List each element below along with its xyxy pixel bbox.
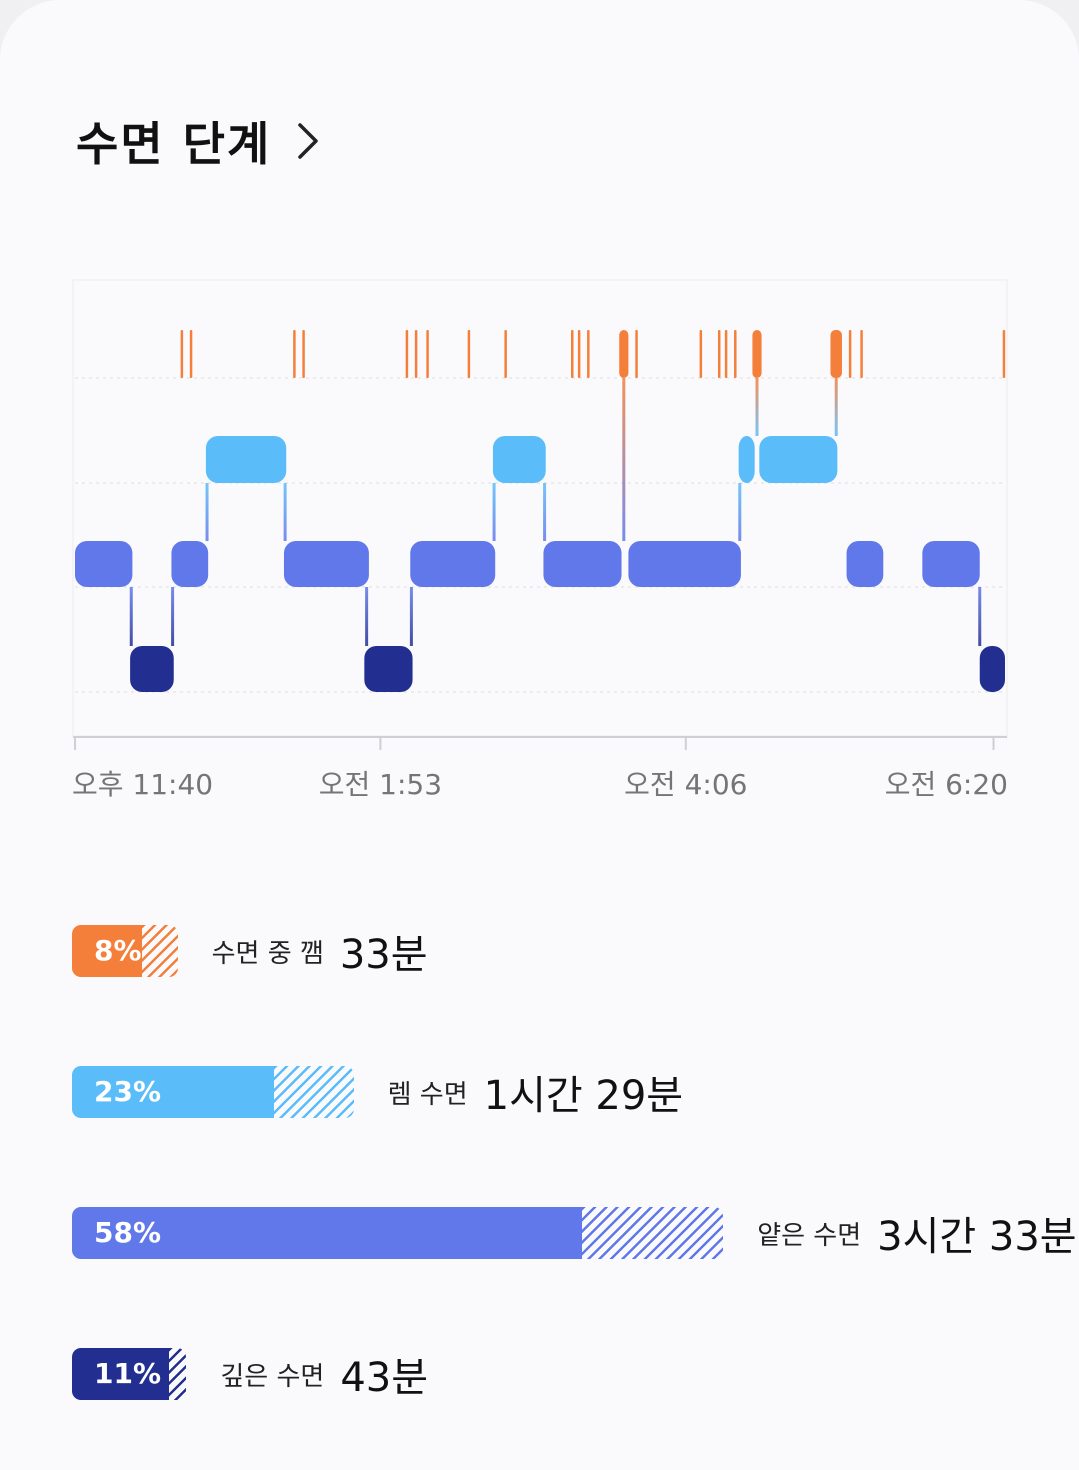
stage-segment-light [171, 541, 209, 587]
legend-stage-duration: 3시간 33분 [877, 1214, 1077, 1260]
legend-bar-fill [72, 1066, 275, 1118]
legend-percent: 8% [94, 934, 142, 967]
plot-frame [72, 279, 1008, 737]
legend-stage-duration: 33분 [339, 932, 428, 978]
stage-transition [365, 587, 369, 646]
awake-event-mark [699, 330, 703, 378]
stage-segment-rem [205, 436, 287, 483]
awake-transition [834, 378, 838, 436]
awake-event-mark [577, 330, 581, 378]
stage-segment-light [628, 541, 741, 587]
stage-segments [75, 436, 1005, 692]
stage-transition [283, 483, 287, 541]
legend-bar-hatch [274, 1066, 354, 1118]
awake-event-mark [180, 330, 184, 378]
legend-percent: 58% [94, 1216, 162, 1249]
awake-event-mark [619, 330, 629, 378]
legend-item-deep: 11% 깊은 수면 43분 [72, 1347, 428, 1401]
awake-event-mark [724, 330, 728, 378]
awake-event-mark [189, 330, 193, 378]
legend-bar-fill [72, 1207, 583, 1259]
awake-event-mark [734, 330, 737, 378]
stage-transition [738, 483, 742, 541]
awake-event-mark [717, 330, 721, 378]
awake-event-mark [587, 330, 590, 378]
legend-stage-label: 얕은 수면 [757, 1220, 862, 1251]
awake-event-mark [504, 330, 507, 378]
x-tick-label: 오전 6:20 [885, 768, 1008, 801]
legend-bar-awake: 8% [72, 925, 178, 977]
legend-item-light: 58% 얕은 수면 3시간 33분 [72, 1206, 1077, 1260]
legend-stage-label: 수면 중 깸 [211, 938, 324, 969]
x-tick-label: 오전 1:53 [319, 768, 442, 801]
stage-segment-rem [759, 436, 838, 483]
stage-transition [409, 587, 413, 646]
stage-segment-light [283, 541, 369, 587]
stage-segment-rem [738, 436, 755, 483]
legend-bar-deep: 11% [72, 1348, 187, 1400]
legend-bar-fill [72, 925, 143, 977]
legend-stage-label: 깊은 수면 [220, 1361, 325, 1392]
legend-bar-hatch [168, 1348, 187, 1400]
awake-transition [755, 378, 759, 436]
stage-transitions [129, 483, 982, 646]
stage-segment-light [410, 541, 496, 587]
awake-event-mark [1002, 330, 1006, 378]
legend-stage-duration: 1시간 29분 [483, 1073, 684, 1119]
x-tick-label: 오전 4:06 [624, 768, 747, 801]
legend-bar-rem: 23% [72, 1066, 354, 1118]
awake-event-mark [830, 330, 842, 378]
awake-event-mark [467, 330, 471, 378]
x-tick-label: 오후 11:40 [72, 768, 213, 801]
chart-grid [72, 279, 1008, 737]
stage-transition [171, 587, 175, 646]
legend-bar-hatch [142, 925, 178, 977]
stage-segment-deep [979, 646, 1005, 692]
stage-segment-light [922, 541, 980, 587]
legend-bar-fill [72, 1348, 169, 1400]
stage-transition [129, 587, 133, 646]
legend-stage-label: 렘 수면 [387, 1079, 468, 1110]
card-title: 수면 단계 [76, 117, 272, 171]
awake-transition [622, 378, 626, 541]
awake-event-mark [426, 330, 429, 378]
stage-segment-deep [130, 646, 174, 692]
awake-event-mark [414, 330, 418, 378]
chevron-right-icon [297, 122, 319, 160]
awake-event-mark [293, 330, 296, 378]
awake-event-mark [752, 330, 762, 378]
stage-transition [492, 483, 496, 541]
stage-segment-rem [492, 436, 546, 483]
stage-transition [543, 483, 547, 541]
stage-transition [978, 587, 982, 646]
time-axis: 오후 11:40 오전 1:53 오전 4:06 오전 6:20 [72, 736, 1008, 801]
legend-item-awake: 8% 수면 중 깸 33분 [72, 924, 428, 978]
awake-event-mark [571, 330, 574, 378]
legend-item-rem: 23% 렘 수면 1시간 29분 [72, 1065, 683, 1119]
sleep-stages-header[interactable]: 수면 단계 [76, 108, 319, 174]
legend-percent: 23% [94, 1075, 162, 1108]
awake-event-mark [635, 330, 638, 378]
stage-segment-deep [364, 646, 413, 692]
awake-events [180, 330, 1006, 541]
awake-event-mark [302, 330, 305, 378]
legend-percent: 11% [94, 1357, 162, 1390]
awake-event-mark [848, 330, 852, 378]
stage-segment-light [543, 541, 622, 587]
stage-segment-light [846, 541, 884, 587]
stage-transition [205, 483, 209, 541]
legend-stage-duration: 43분 [340, 1355, 429, 1401]
legend-bar-hatch [582, 1207, 724, 1259]
hypnogram-chart: 오후 11:40 오전 1:53 오전 4:06 오전 6:20 [72, 279, 1008, 801]
stage-segment-light [75, 541, 133, 587]
legend-bar-light: 58% [72, 1207, 724, 1259]
awake-event-mark [405, 330, 409, 378]
awake-event-mark [860, 330, 863, 378]
